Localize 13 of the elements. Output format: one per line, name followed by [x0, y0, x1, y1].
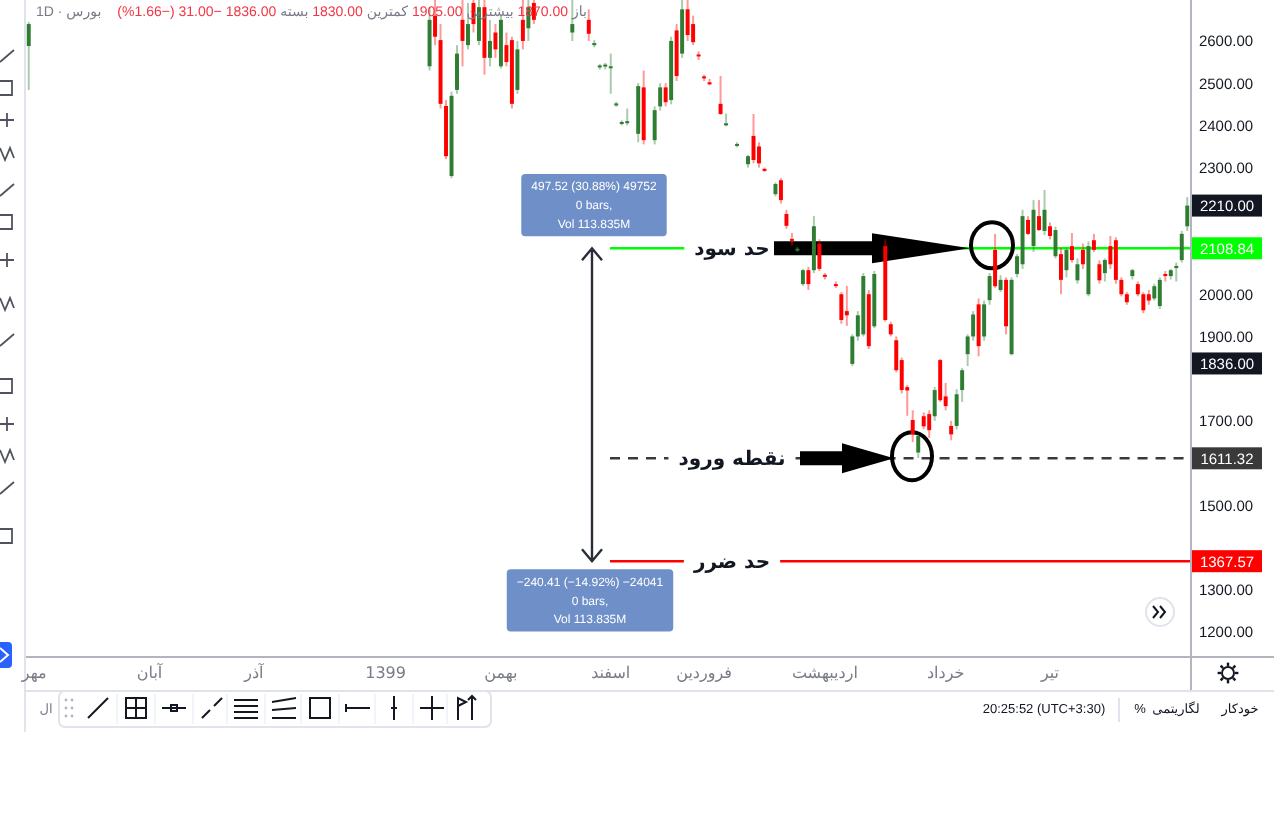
x-tick-label: بهمن	[484, 664, 518, 682]
x-tick-label: خرداد	[926, 664, 965, 682]
x-tick-label: اردیبهشت	[791, 664, 858, 682]
x-tick-label: آبان	[136, 662, 164, 682]
x-tick-label: فروردین	[676, 664, 733, 682]
x-tick-label: تیر	[1038, 664, 1060, 682]
x-tick-label: 1399	[365, 664, 406, 682]
x-tick-label: اسفند	[591, 664, 631, 682]
x-tick-label: آذر	[242, 662, 266, 682]
ref-line-label: حد سود	[694, 239, 770, 262]
x-tick-label: مهر	[19, 664, 47, 682]
ref-line-label: نقطه ورود	[678, 449, 786, 472]
ref-line-label: حد ضرر	[691, 552, 771, 575]
